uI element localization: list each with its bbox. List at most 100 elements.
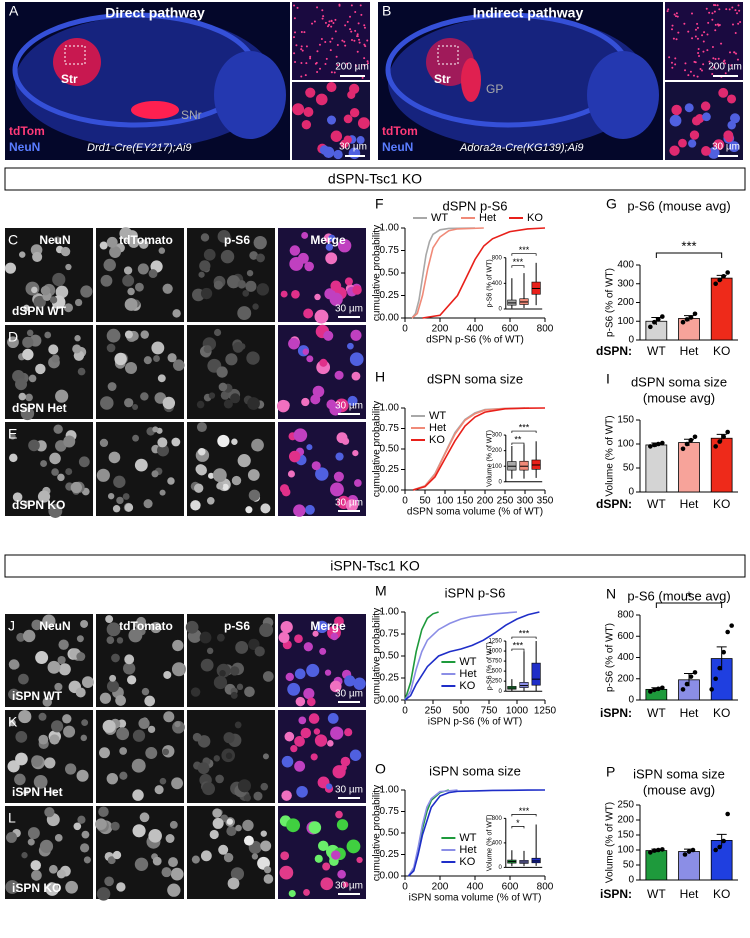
dot: [714, 23, 717, 26]
cell: [18, 673, 29, 685]
dot: [318, 43, 321, 46]
y-tick-label: 0.00: [380, 695, 400, 706]
cell: [128, 628, 143, 643]
group-label: iSPN:: [600, 887, 632, 901]
cell: [104, 876, 114, 887]
dot: [366, 60, 369, 63]
cell: [349, 108, 360, 118]
cell: [31, 619, 43, 631]
dot: [363, 24, 366, 27]
dot: [736, 58, 739, 61]
y-tick-label: 1.00: [380, 785, 400, 796]
cell: [349, 749, 362, 761]
cell: [287, 682, 301, 696]
x-tick-label: 400: [467, 324, 484, 335]
dot: [737, 4, 740, 7]
cell: [42, 614, 56, 628]
dot: [674, 57, 677, 60]
dot: [300, 62, 303, 65]
dot: [675, 12, 678, 15]
chart-title: dSPN soma size: [427, 371, 523, 386]
cell: [308, 821, 322, 834]
data-point: [725, 270, 730, 275]
cdf-line: [412, 407, 530, 491]
dot: [320, 37, 323, 40]
cell: [246, 269, 254, 277]
cell: [222, 483, 229, 491]
data-point: [692, 434, 698, 440]
roi: [64, 45, 86, 65]
cell: [196, 422, 207, 433]
cell: [314, 293, 321, 301]
dot: [304, 74, 307, 77]
dot: [675, 15, 678, 18]
cell: [81, 676, 94, 688]
dot: [684, 69, 687, 72]
dot: [363, 26, 366, 29]
cell: [323, 330, 334, 341]
cell: [253, 791, 263, 801]
cell: [242, 290, 250, 297]
panel-letter: P: [606, 764, 615, 780]
cell: [206, 647, 214, 655]
cell: [81, 719, 89, 727]
dot: [325, 57, 328, 60]
dot: [712, 57, 715, 60]
row-label: dSPN WT: [12, 304, 67, 318]
cell: [148, 829, 162, 843]
dot: [674, 63, 677, 66]
x-tick-label: 250: [425, 706, 442, 717]
cell: [332, 765, 346, 779]
cell: [356, 136, 365, 145]
cell: [60, 246, 71, 257]
cell: [319, 145, 330, 155]
cell: [32, 251, 43, 262]
scale-label: 30 µm: [335, 498, 363, 509]
cell: [77, 367, 86, 376]
cell: [330, 726, 344, 740]
scale-label: 30 µm: [335, 689, 363, 700]
dot: [671, 66, 674, 69]
cell: [110, 821, 120, 831]
cell: [213, 280, 223, 290]
dot: [300, 45, 303, 48]
cell: [280, 290, 288, 298]
cell: [172, 639, 184, 652]
cell: [289, 245, 301, 256]
cell: [293, 428, 308, 442]
cell: [217, 230, 231, 243]
cell: [14, 773, 26, 786]
cell: [263, 874, 274, 884]
dot: [293, 52, 296, 55]
cell: [106, 622, 121, 637]
y-tick-label: 250: [492, 679, 503, 685]
dot: [735, 52, 738, 55]
cdf-line: [407, 789, 458, 877]
cell: [345, 499, 359, 512]
data-point: [656, 686, 661, 692]
cell: [96, 887, 111, 901]
dot: [696, 22, 699, 25]
cell: [288, 450, 301, 463]
micrograph: [278, 228, 366, 322]
cell: [344, 675, 356, 687]
dot: [713, 10, 716, 13]
y-tick-label: 250: [617, 800, 634, 811]
cell: [134, 282, 144, 292]
y-tick-label: 400: [617, 260, 634, 271]
cell: [206, 496, 215, 505]
dot: [687, 74, 690, 77]
cell: [253, 235, 267, 250]
cell: [157, 374, 166, 383]
dot: [668, 56, 671, 59]
chart-title: p-S6 (mouse avg): [627, 198, 730, 213]
cell: [310, 394, 321, 405]
scale-label: 30 µm: [339, 142, 367, 153]
cell: [40, 460, 48, 468]
cell: [147, 725, 156, 734]
region-label: Str: [61, 72, 78, 86]
cell: [318, 840, 329, 852]
dot: [305, 45, 308, 48]
cell: [106, 343, 116, 353]
y-tick-label: 50: [623, 463, 635, 474]
